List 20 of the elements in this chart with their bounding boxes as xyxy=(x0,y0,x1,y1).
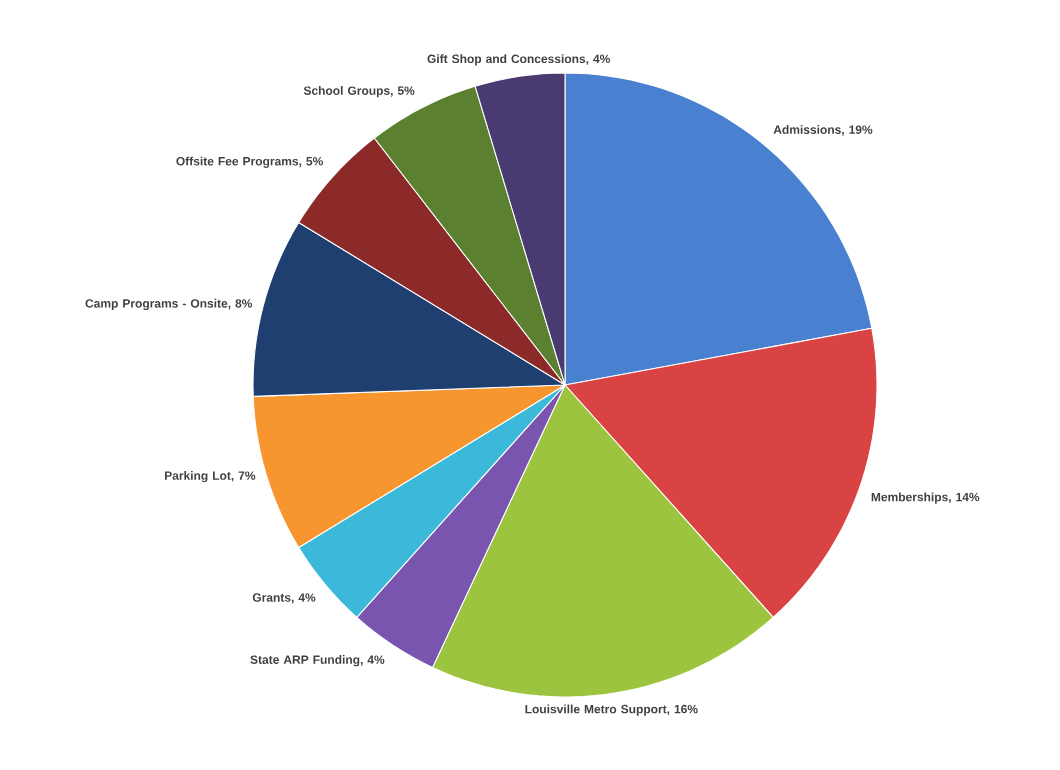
slice-label: Parking Lot xyxy=(164,471,231,483)
data-label: , 4% xyxy=(291,593,316,604)
data-label: , 5% xyxy=(390,86,415,97)
slice-label: State ARP Funding xyxy=(250,655,360,667)
slice-label: Grants xyxy=(252,593,291,602)
slice-label: Gift Shop and Concessions xyxy=(427,54,586,66)
data-label: , 16% xyxy=(667,704,698,716)
data-label: , 19% xyxy=(842,125,873,136)
data-label: , 7% xyxy=(231,471,256,482)
data-label: , 4% xyxy=(360,655,385,666)
slice-label: Offsite Fee Programs xyxy=(176,156,299,168)
slice-label: Admissions xyxy=(773,125,841,134)
data-label: , 5% xyxy=(299,157,323,168)
slice-label: Louisville Metro Support xyxy=(525,704,667,716)
slice-label: Camp Programs - Onsite xyxy=(85,298,228,311)
slice-label: Memberships xyxy=(871,492,948,504)
data-label: , 4% xyxy=(586,54,611,65)
data-label: , 8% xyxy=(228,299,253,310)
data-label: , 14% xyxy=(949,492,980,503)
slice-label: School Groups xyxy=(303,86,390,98)
